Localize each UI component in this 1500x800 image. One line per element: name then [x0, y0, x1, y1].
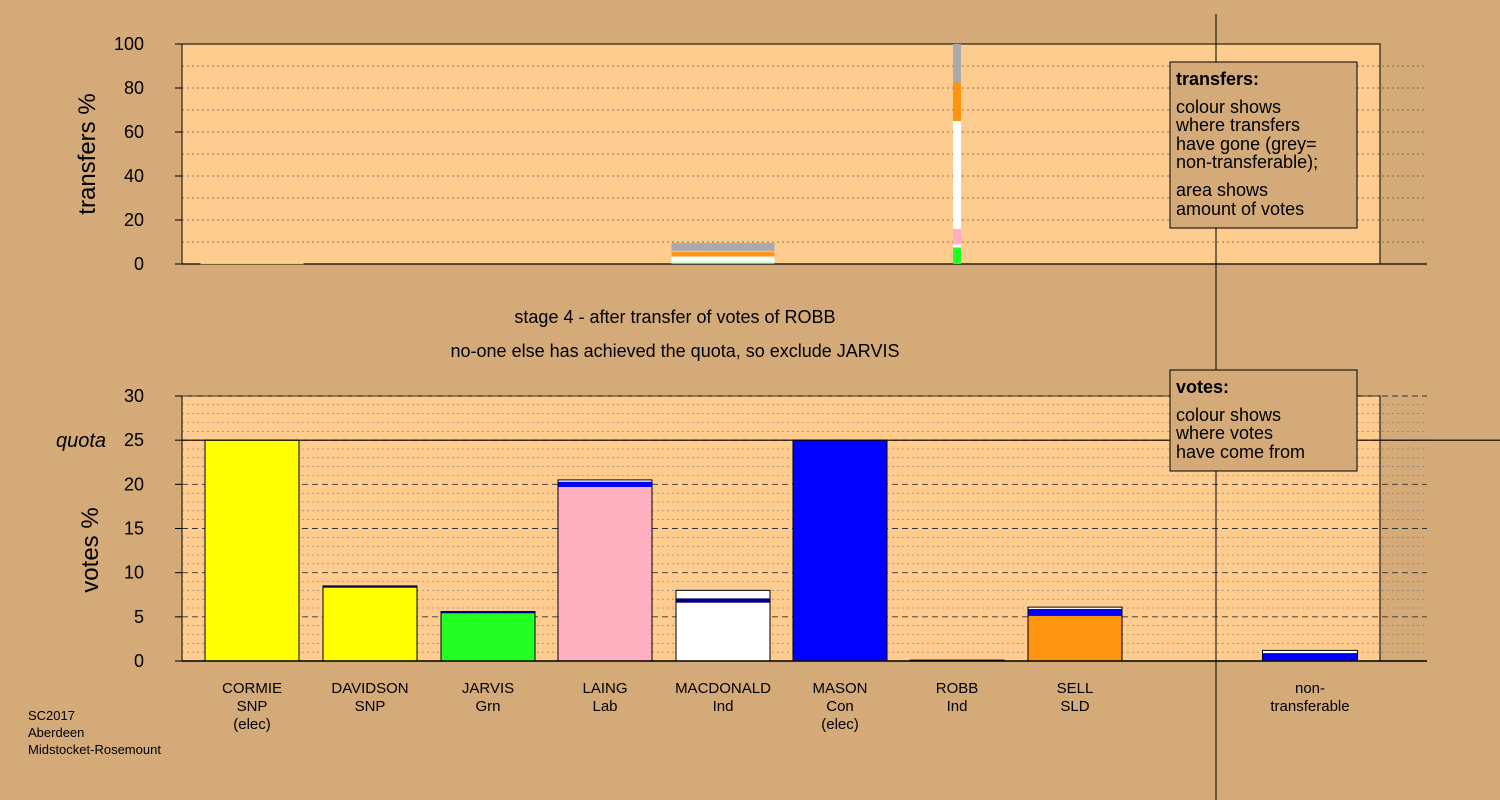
category-label: MACDONALD [675, 680, 771, 697]
transfers-legend-box [1169, 61, 1358, 229]
votes-tick-label: 5 [134, 607, 144, 627]
category-label: LAING [582, 680, 627, 697]
votes-tick-label: 20 [124, 474, 144, 494]
vote-segment-davidson [323, 585, 417, 588]
vote-segment-sell [1028, 607, 1122, 609]
vote-segment-laing [558, 481, 652, 487]
footer-ward: Midstocket-Rosemount [28, 742, 161, 757]
transfer-segment-macdonald [671, 250, 775, 253]
vote-segment-non [1262, 650, 1358, 654]
category-label: JARVIS [462, 680, 514, 697]
transfers-tick-label: 80 [124, 78, 144, 98]
category-label: SNP [237, 698, 268, 715]
transfer-segment-macdonald [671, 262, 775, 264]
transfer-segment-robb [953, 82, 961, 121]
footer-election: SC2017 [28, 708, 75, 723]
votes-y-axis-label: votes % [77, 507, 104, 592]
transfer-segment-macdonald [671, 252, 775, 257]
votes-category-labels: CORMIESNP(elec)DAVIDSONSNPJARVISGrnLAING… [222, 680, 1350, 733]
votes-bars [204, 439, 1358, 662]
transfer-segment-macdonald [671, 256, 775, 263]
transfers-legend-line1: colour shows [1176, 97, 1281, 117]
vote-segment-jarvis [441, 611, 535, 614]
transfer-segment-robb [953, 121, 961, 229]
votes-tick-label: 10 [124, 563, 144, 583]
transfer-segment-robb [953, 247, 961, 264]
category-label: Ind [713, 698, 734, 715]
category-label: transferable [1270, 698, 1349, 715]
transfers-legend: transfers: colour shows where transfers … [1169, 61, 1358, 229]
transfers-legend-line5: area shows [1176, 180, 1268, 200]
votes-legend-title: votes: [1176, 377, 1229, 397]
votes-tick-label: 0 [134, 651, 144, 671]
category-label: SNP [355, 698, 386, 715]
transfer-segment-cormie [200, 263, 304, 265]
vote-segment-laing [558, 479, 652, 482]
category-label: Con [826, 698, 854, 715]
votes-legend-line2: where votes [1175, 423, 1273, 443]
vote-segment-laing [558, 486, 652, 661]
transfers-tick-label: 40 [124, 166, 144, 186]
votes-legend-line3: have come from [1176, 442, 1305, 462]
votes-legend: votes: colour shows where votes have com… [1169, 369, 1358, 472]
category-label: CORMIE [222, 680, 282, 697]
votes-legend-line1: colour shows [1176, 405, 1281, 425]
transfers-tick-label: 20 [124, 210, 144, 230]
vote-segment-jarvis [441, 613, 535, 661]
transfers-legend-line6: amount of votes [1176, 199, 1304, 219]
vote-segment-sell [1028, 615, 1122, 661]
vote-segment-macdonald [676, 602, 770, 661]
transfer-segment-macdonald [671, 242, 775, 251]
transfers-y-ticks: 0 20 40 60 80 100 [114, 34, 1427, 274]
transfers-legend-line2: where transfers [1175, 115, 1300, 135]
vote-segment-macdonald [676, 590, 770, 599]
transfer-segment-robb [953, 44, 961, 83]
transfers-legend-title: transfers: [1176, 69, 1259, 89]
category-label: Grn [475, 698, 500, 715]
transfer-segment-robb [953, 228, 961, 245]
vote-segment-non [1262, 653, 1358, 661]
vote-segment-cormie [205, 440, 299, 661]
category-label: DAVIDSON [331, 680, 408, 697]
category-label: ROBB [936, 680, 979, 697]
transfers-y-axis-label: transfers % [74, 93, 101, 214]
footer-council: Aberdeen [28, 725, 84, 740]
transfer-segment-robb [953, 244, 961, 248]
category-label: non- [1295, 680, 1325, 697]
vote-segment-mason [793, 440, 887, 661]
votes-legend-box [1169, 369, 1358, 472]
vote-segment-sell [1028, 608, 1122, 616]
votes-tick-label: 25 [124, 430, 144, 450]
transfers-tick-label: 0 [134, 254, 144, 274]
category-label: SELL [1057, 680, 1094, 697]
transfers-bars [200, 44, 961, 265]
category-label: (elec) [233, 716, 271, 733]
category-label: MASON [812, 680, 867, 697]
transfers-legend-line4: non-transferable); [1176, 152, 1318, 172]
transfers-tick-label: 60 [124, 122, 144, 142]
vote-segment-macdonald [676, 598, 770, 603]
category-label: Lab [592, 698, 617, 715]
votes-tick-label: 30 [124, 386, 144, 406]
quota-label: quota [56, 430, 106, 452]
votes-y-ticks: 0 5 10 15 20 25 30 [124, 386, 182, 671]
category-label: SLD [1060, 698, 1089, 715]
category-label: (elec) [821, 716, 859, 733]
stage-subtitle: no-one else has achieved the quota, so e… [451, 341, 900, 361]
stage-title: stage 4 - after transfer of votes of ROB… [514, 307, 835, 327]
category-label: Ind [947, 698, 968, 715]
transfers-tick-label: 100 [114, 34, 144, 54]
transfers-legend-line3: have gone (grey= [1176, 134, 1317, 154]
votes-tick-label: 15 [124, 519, 144, 539]
vote-segment-davidson [323, 587, 417, 661]
